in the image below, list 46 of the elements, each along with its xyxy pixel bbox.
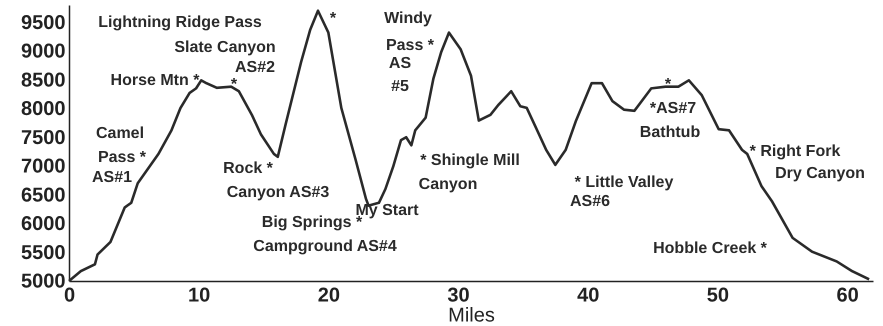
x-tick-label: 40 (577, 284, 600, 306)
y-tick-label: 8000 (21, 98, 66, 120)
annotation: * (330, 10, 337, 27)
y-tick-label: 7000 (21, 156, 66, 178)
y-tick-label: 7500 (21, 126, 66, 149)
annotation: Bathtub (640, 124, 700, 141)
annotation: Hobble Creek * (653, 240, 768, 257)
annotation: Campground AS#4 (253, 238, 397, 255)
x-tick-label: 60 (836, 284, 859, 306)
annotation: Windy (384, 10, 432, 27)
x-tick-label: 30 (447, 284, 470, 306)
annotation: #5 (391, 78, 409, 95)
y-tick-label: 9000 (21, 40, 66, 62)
x-tick-label: 50 (706, 284, 730, 306)
annotation: * Right Fork (750, 143, 840, 160)
annotation: Camel (96, 125, 144, 142)
annotation: AS#1 (92, 169, 132, 186)
annotation: Slate Canyon (174, 39, 276, 56)
x-tick-label: 10 (188, 284, 210, 306)
annotation: Rock * (223, 160, 274, 177)
annotation: Canyon AS#3 (226, 184, 330, 201)
y-tick-label: 9500 (21, 12, 66, 34)
annotation: * Little Valley (574, 174, 674, 191)
annotation: Horse Mtn * (110, 72, 200, 89)
annotation: * (230, 76, 238, 93)
y-tick-label: 6500 (21, 184, 66, 206)
annotation: AS#2 (234, 59, 276, 76)
x-tick-label: 0 (64, 284, 76, 306)
annotation: Lightning Ridge Pass (98, 14, 262, 31)
annotation: AS#6 (570, 193, 610, 210)
y-tick-label: 5000 (21, 270, 66, 292)
annotation: AS (388, 55, 412, 72)
annotation: * Shingle Mill (420, 152, 520, 169)
y-tick-label: 5500 (21, 242, 66, 264)
annotation: Dry Canyon (775, 165, 865, 182)
y-tick-label: 8500 (21, 69, 66, 92)
annotation: Pass * (98, 149, 147, 166)
y-tick-label: 6000 (21, 213, 66, 235)
x-axis-title: Miles (448, 304, 495, 326)
x-tick-label: 20 (318, 284, 340, 306)
annotation: *AS#7 (650, 100, 696, 117)
annotation: Big Springs * (262, 214, 363, 231)
line-series (68, 9, 870, 282)
annotation: Pass * (386, 37, 435, 54)
annotation: Canyon (418, 176, 478, 193)
annotation: * (664, 76, 672, 93)
